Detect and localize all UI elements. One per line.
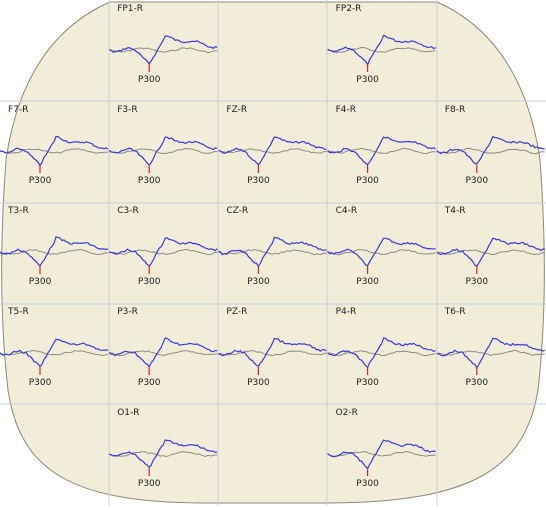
waveform — [0, 135, 109, 167]
waveform — [108, 136, 218, 167]
marker-label: P300 — [138, 277, 161, 287]
marker-label: P300 — [247, 378, 270, 388]
waveform — [109, 237, 218, 267]
marker-label: P300 — [247, 176, 270, 186]
reference-trace — [327, 46, 436, 54]
waveform — [0, 236, 109, 267]
electrode-label: P4-R — [336, 307, 357, 317]
reference-trace — [218, 248, 327, 256]
reference-trace — [109, 350, 218, 357]
waveform — [109, 35, 218, 65]
electrode-label: T6-R — [444, 307, 466, 317]
marker-label: P300 — [356, 75, 379, 85]
reference-trace — [327, 450, 436, 457]
reference-trace — [218, 148, 327, 154]
reference-trace — [109, 47, 218, 54]
reference-trace — [108, 451, 218, 458]
electrode-label: FZ-R — [226, 105, 247, 115]
marker-label: P300 — [138, 378, 161, 388]
marker-label: P300 — [29, 378, 52, 388]
electrode-label: FP2-R — [336, 4, 362, 14]
marker-label: P300 — [356, 479, 379, 489]
reference-trace — [218, 350, 327, 357]
marker-label: P300 — [356, 277, 379, 287]
reference-trace — [0, 148, 109, 154]
electrode-label: CZ-R — [226, 206, 248, 216]
waveform — [218, 236, 327, 268]
waveform — [108, 337, 218, 368]
reference-trace — [0, 249, 109, 255]
reference-trace — [327, 350, 436, 357]
waveform — [109, 439, 218, 469]
electrode-label: C4-R — [336, 206, 358, 216]
electrode-label: P3-R — [117, 307, 138, 317]
electrode-label: T5-R — [7, 307, 29, 317]
waveform — [218, 337, 327, 367]
waveform — [327, 136, 436, 166]
waveform — [0, 338, 109, 368]
electrode-label: F3-R — [117, 105, 137, 115]
marker-label: P300 — [247, 277, 270, 287]
waveform — [436, 135, 545, 165]
waveform — [327, 34, 436, 67]
waveform — [436, 237, 545, 268]
reference-trace — [0, 350, 109, 357]
reference-trace — [436, 147, 545, 155]
waveform — [327, 337, 436, 369]
electrode-label: F4-R — [336, 105, 356, 115]
marker-label: P300 — [138, 75, 161, 85]
reference-trace — [436, 249, 545, 256]
marker-label: P300 — [356, 378, 379, 388]
electrode-label: T3-R — [7, 206, 29, 216]
electrode-label: C3-R — [117, 206, 139, 216]
marker-label: P300 — [29, 176, 52, 186]
electrode-label: F7-R — [8, 105, 28, 115]
reference-trace — [109, 248, 218, 256]
marker-label: P300 — [356, 176, 379, 186]
waveform — [327, 439, 436, 470]
electrode-label: T4-R — [444, 206, 466, 216]
waveform — [436, 337, 546, 370]
marker-label: P300 — [465, 378, 488, 388]
waveform — [327, 237, 436, 267]
reference-trace — [436, 349, 545, 357]
waveform — [218, 136, 327, 166]
marker-label: P300 — [465, 277, 488, 287]
marker-label: P300 — [29, 277, 52, 287]
electrode-label: PZ-R — [226, 307, 247, 317]
electrode-label: O2-R — [336, 408, 358, 418]
marker-label: P300 — [465, 176, 488, 186]
marker-label: P300 — [138, 479, 161, 489]
electrode-label: F8-R — [445, 105, 465, 115]
electrode-label: O1-R — [117, 408, 139, 418]
reference-trace — [109, 148, 218, 155]
marker-label: P300 — [138, 176, 161, 186]
reference-trace — [327, 147, 436, 155]
electrode-label: FP1-R — [117, 4, 143, 14]
reference-trace — [327, 249, 436, 256]
